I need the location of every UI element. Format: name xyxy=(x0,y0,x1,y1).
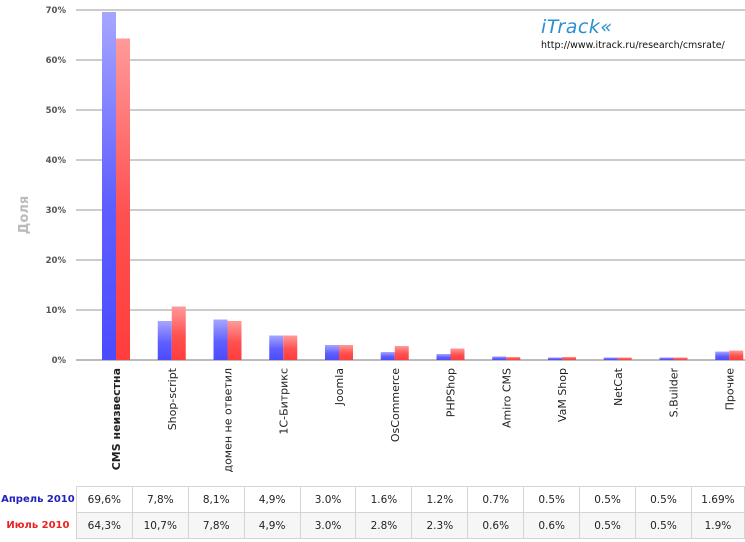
y-tick-label: 50% xyxy=(46,106,67,116)
table-cell: 10,7% xyxy=(131,512,189,539)
table-cell: 0.7% xyxy=(467,486,525,513)
table-row-july: Июль 2010 64,3% 10,7% 7,8% 4,9% 3.0% 2.8% 2.3%… xyxy=(0,512,745,539)
table-cell: 0.6% xyxy=(523,512,581,539)
bar-april xyxy=(603,357,618,360)
bar-july xyxy=(562,357,576,360)
bar-july xyxy=(673,357,688,360)
table-cell: 0.5% xyxy=(523,486,581,513)
bar-april xyxy=(157,321,172,360)
table-cell: 0.5% xyxy=(635,512,692,539)
x-tick-label: VaM Shop xyxy=(556,368,569,422)
y-tick-label: 40% xyxy=(46,156,67,166)
bar-july xyxy=(227,321,242,360)
bar-july xyxy=(283,335,298,360)
bar-july xyxy=(617,357,632,360)
bar-april xyxy=(659,357,674,360)
table-cell: 0.5% xyxy=(579,486,637,513)
x-tick-label: Joomla xyxy=(333,368,346,406)
bar-july xyxy=(116,38,130,360)
grid: 0% 10% 20% 30% 40% 50% 60% 70% xyxy=(46,6,745,366)
bar-july xyxy=(450,348,465,360)
x-tick-label: PHPShop xyxy=(445,368,458,417)
data-table: Апрель 2010 69,6% 7,8% 8,1% 4,9% 3.0% 1.6% 1.2… xyxy=(0,486,745,539)
bar-chart: 0% 10% 20% 30% 40% 50% 60% 70% CMS неизвестна Sh… xyxy=(17,6,745,473)
y-axis-label: Доля xyxy=(17,196,32,234)
table-cell: 4,9% xyxy=(243,486,301,513)
bar-july xyxy=(339,345,353,360)
table-cell: 69,6% xyxy=(75,486,133,513)
category-labels: CMS неизвестна Shop-script домен не ответи… xyxy=(110,367,736,472)
bar-july xyxy=(506,357,521,360)
table-cell: 4,9% xyxy=(243,512,301,539)
y-tick-label: 10% xyxy=(46,306,67,316)
legend-april: Апрель 2010 xyxy=(1,494,75,505)
table-cell: 1.2% xyxy=(411,486,469,513)
y-tick-label: 20% xyxy=(46,256,67,266)
table-cell: 3.0% xyxy=(299,512,357,539)
x-tick-label: NetCat xyxy=(612,367,625,406)
table-cell: 8,1% xyxy=(187,486,245,513)
bar-april xyxy=(213,319,228,360)
table-cell: 0.5% xyxy=(579,512,637,539)
y-tick-label: 70% xyxy=(46,6,67,16)
table-cell: 7,8% xyxy=(131,486,189,513)
bar-july xyxy=(394,346,409,360)
y-tick-label: 0% xyxy=(52,356,67,366)
x-tick-label: OsCommerce xyxy=(389,368,402,442)
bar-july xyxy=(171,306,186,360)
x-tick-label: 1С-Битрикс xyxy=(277,368,290,435)
x-tick-label: CMS неизвестна xyxy=(110,368,123,470)
legend-july: Июль 2010 xyxy=(6,520,70,531)
table-cell: 0.6% xyxy=(467,512,525,539)
bar-april xyxy=(102,12,116,360)
bar-april xyxy=(548,357,562,360)
table-cell: 1.6% xyxy=(355,486,413,513)
table-cell: 7,8% xyxy=(187,512,245,539)
bar-april xyxy=(269,335,284,360)
bar-april xyxy=(380,352,395,360)
x-tick-label: Amiro CMS xyxy=(500,368,513,428)
y-tick-label: 60% xyxy=(46,56,67,66)
bar-april xyxy=(492,356,507,360)
table-cell: 2.3% xyxy=(411,512,469,539)
table-cell: 2.8% xyxy=(355,512,413,539)
bar-april xyxy=(715,351,730,360)
table-cell: 0.5% xyxy=(635,486,692,513)
x-tick-label: домен не ответил xyxy=(222,368,235,473)
x-tick-label: Прочие xyxy=(723,368,736,411)
bar-april xyxy=(436,354,451,360)
table-cell: 1.9% xyxy=(690,512,745,539)
x-tick-label: S.Builder xyxy=(668,368,681,418)
table-cell: 1.69% xyxy=(690,486,745,513)
source-url: http://www.itrack.ru/research/cmsrate/ xyxy=(541,40,725,51)
y-tick-label: 30% xyxy=(46,206,67,216)
table-cell: 3.0% xyxy=(299,486,357,513)
table-cell: 64,3% xyxy=(75,512,133,539)
bar-april xyxy=(325,345,339,360)
x-tick-label: Shop-script xyxy=(166,367,179,430)
bar-july xyxy=(729,350,744,360)
itrack-logo: iTrack« xyxy=(541,16,613,38)
bars xyxy=(102,12,744,360)
table-row-april: Апрель 2010 69,6% 7,8% 8,1% 4,9% 3.0% 1.6% 1.2… xyxy=(0,486,745,513)
